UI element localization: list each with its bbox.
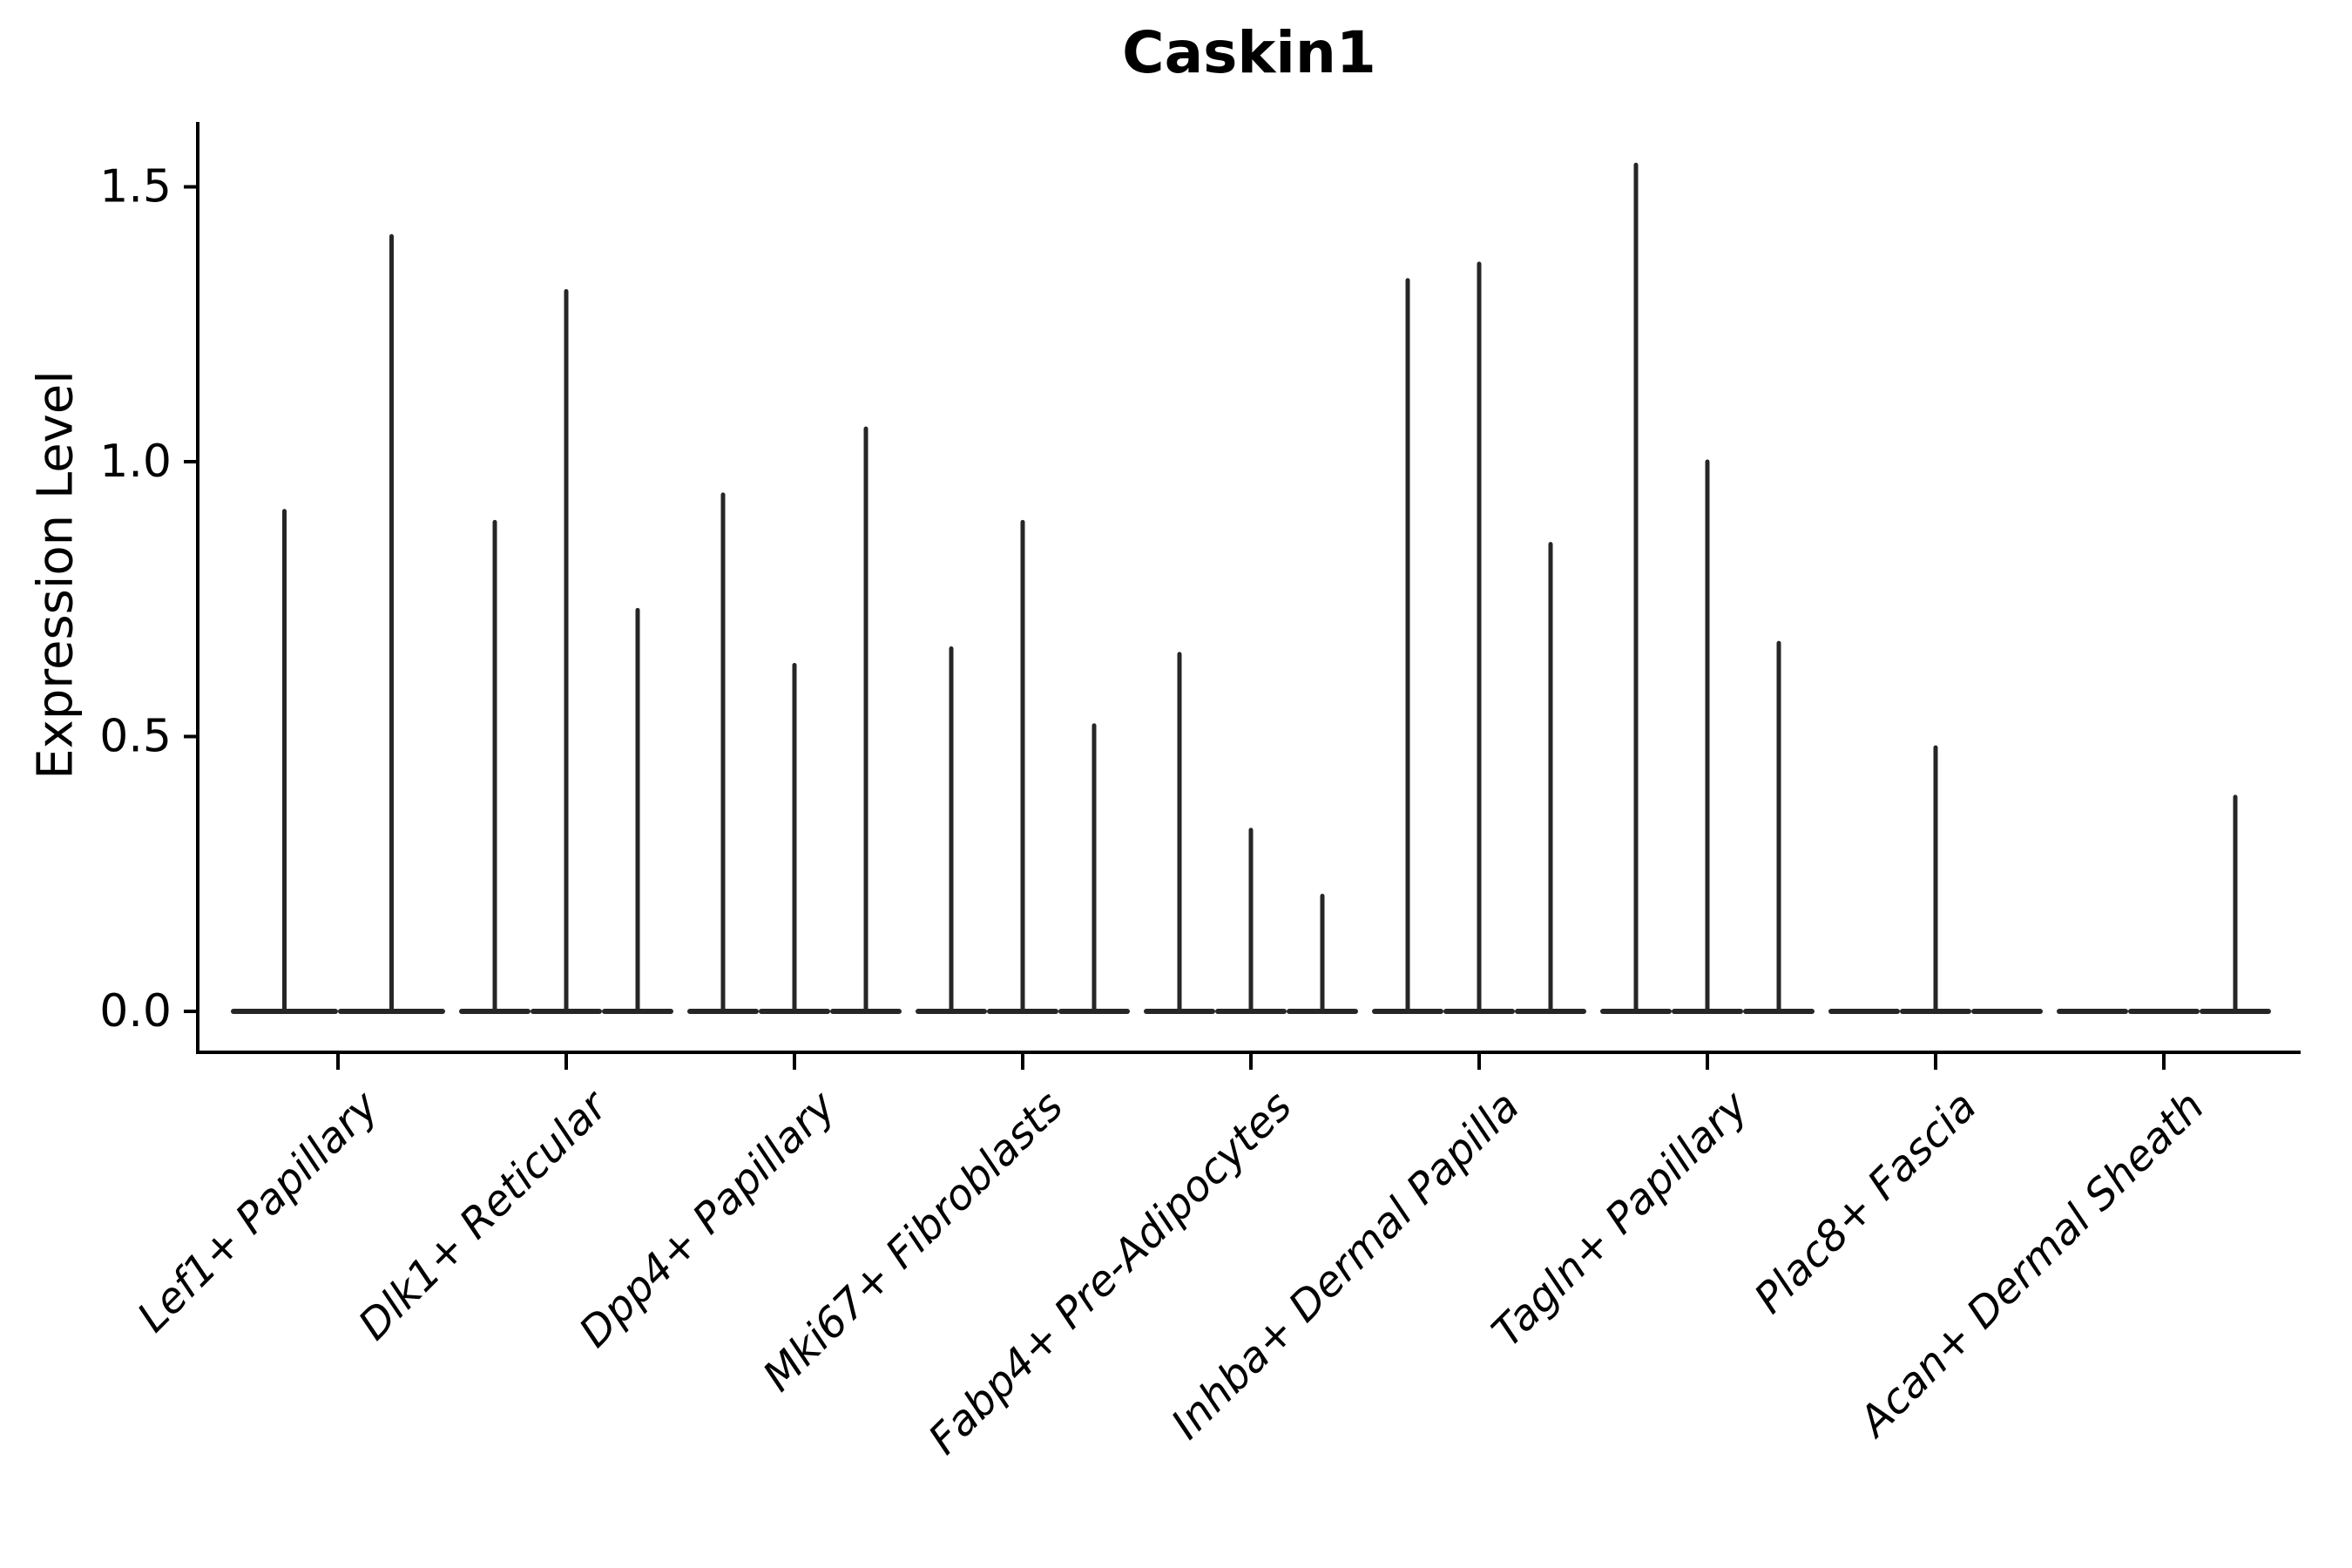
axes-layer: 0.0 0.5 1.0 1.5 [99,122,2301,1070]
chart-title: Caskin1 [1122,19,1376,86]
violin-layer [231,162,2271,1014]
y-tick-label: 1.0 [99,436,172,488]
y-tick-label: 1.5 [99,161,172,213]
y-tick-label: 0.0 [99,985,172,1037]
y-tick-label: 0.5 [99,711,172,763]
